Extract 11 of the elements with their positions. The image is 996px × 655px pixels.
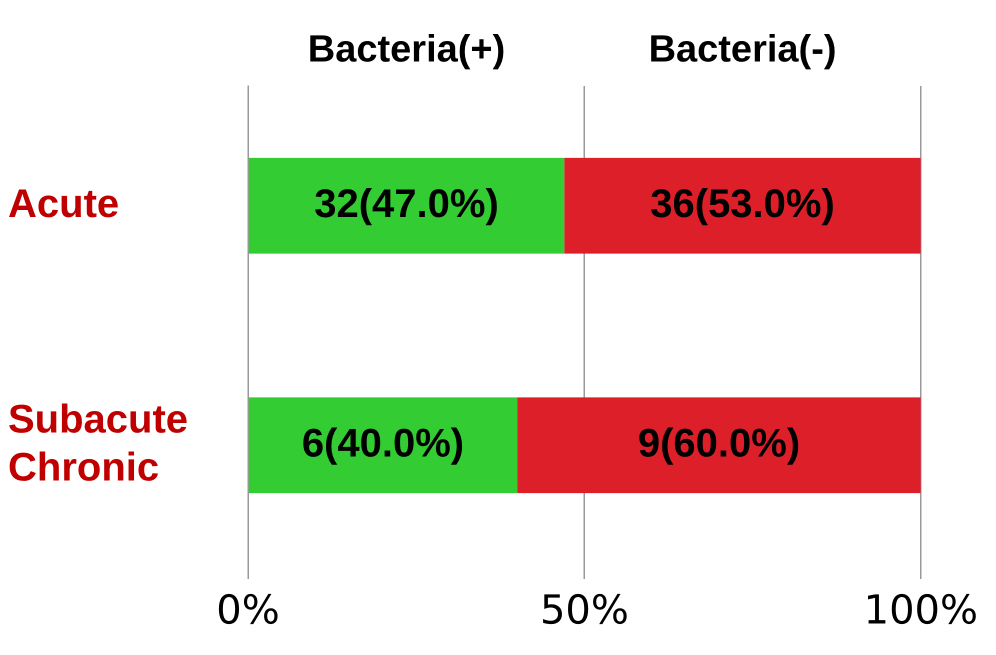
data-label: 9(60.0%) [638,421,800,466]
y-tick-label: Acute [8,182,120,226]
y-tick-label: Subacute Chronic [8,397,188,490]
data-label: 36(53.0%) [650,182,835,226]
x-tick-label: 50% [540,587,629,634]
data-label: 6(40.0%) [302,421,464,466]
text: Bacteria(-) [648,28,837,70]
data-label: 32(47.0%) [314,182,499,226]
x-tick-label: 0% [216,587,280,634]
x-tick-label: 100% [864,587,978,634]
text: Bacteria(+) [308,28,506,70]
